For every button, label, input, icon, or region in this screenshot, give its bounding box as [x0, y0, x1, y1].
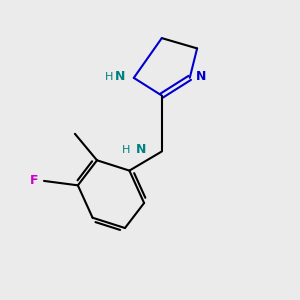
Text: H: H — [122, 145, 130, 155]
Text: N: N — [116, 70, 126, 83]
Text: F: F — [30, 174, 39, 188]
Text: H: H — [105, 72, 113, 82]
Text: N: N — [196, 70, 207, 83]
Text: N: N — [136, 143, 146, 157]
